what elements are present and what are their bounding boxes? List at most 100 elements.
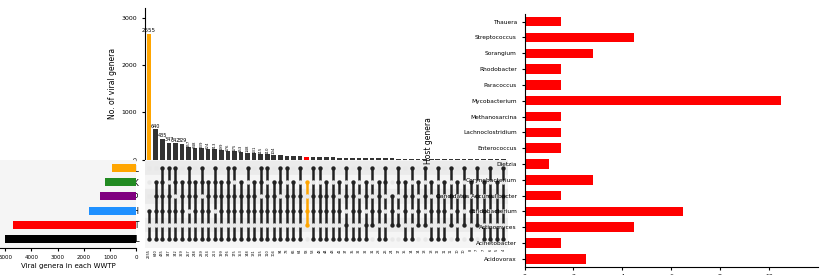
Point xyxy=(378,166,392,170)
Bar xyxy=(219,150,224,159)
Point xyxy=(320,222,333,227)
Point xyxy=(254,222,268,227)
Point xyxy=(313,237,326,241)
Point xyxy=(346,194,359,199)
Point xyxy=(202,180,215,185)
Bar xyxy=(13,221,136,229)
Point xyxy=(378,222,392,227)
Bar xyxy=(525,207,683,216)
Point xyxy=(287,166,300,170)
Bar xyxy=(488,159,492,160)
Point xyxy=(484,237,497,241)
Point xyxy=(418,237,431,241)
Point xyxy=(254,180,268,185)
Point xyxy=(496,194,510,199)
Point xyxy=(490,208,503,213)
Bar xyxy=(415,159,420,160)
Point xyxy=(175,180,188,185)
Bar xyxy=(145,175,508,189)
Point xyxy=(484,180,497,185)
Bar xyxy=(186,147,191,160)
Point xyxy=(431,194,444,199)
Point xyxy=(320,208,333,213)
Y-axis label: No. of viral genera: No. of viral genera xyxy=(108,48,117,119)
Bar xyxy=(383,158,387,159)
Bar xyxy=(435,159,440,160)
Point xyxy=(162,237,175,241)
Bar xyxy=(173,143,178,160)
Point xyxy=(228,222,241,227)
Point xyxy=(228,194,241,199)
Point xyxy=(326,166,339,170)
Point xyxy=(444,166,458,170)
Point xyxy=(339,166,353,170)
Point xyxy=(261,237,274,241)
Text: 175: 175 xyxy=(232,144,236,151)
Point xyxy=(169,237,182,241)
Point xyxy=(359,237,373,241)
Point xyxy=(425,194,438,199)
Point xyxy=(221,180,235,185)
Point xyxy=(373,180,386,185)
Text: 153: 153 xyxy=(239,145,243,152)
Text: 176: 176 xyxy=(225,144,230,151)
Point xyxy=(490,237,503,241)
Bar xyxy=(525,222,634,232)
Point xyxy=(188,166,202,170)
Point xyxy=(313,222,326,227)
Bar xyxy=(525,144,561,153)
Bar xyxy=(482,159,486,160)
Bar xyxy=(350,158,355,160)
Point xyxy=(208,237,221,241)
Bar xyxy=(525,64,561,74)
Bar xyxy=(212,149,217,160)
Point xyxy=(418,222,431,227)
Point xyxy=(418,166,431,170)
Point xyxy=(484,222,497,227)
Point xyxy=(235,194,248,199)
Point xyxy=(182,208,195,213)
Point xyxy=(195,208,208,213)
Y-axis label: Host genera: Host genera xyxy=(424,117,433,164)
Text: 257: 257 xyxy=(187,140,191,147)
Point xyxy=(471,222,484,227)
Bar xyxy=(525,49,593,58)
Point xyxy=(320,194,333,199)
Point xyxy=(248,166,261,170)
Bar xyxy=(199,148,204,160)
Point xyxy=(235,180,248,185)
Bar xyxy=(422,159,427,160)
Point xyxy=(398,222,411,227)
Text: 248: 248 xyxy=(193,140,197,148)
Point xyxy=(228,237,241,241)
Point xyxy=(313,166,326,170)
Text: 329: 329 xyxy=(178,138,187,143)
Point xyxy=(261,222,274,227)
Point xyxy=(366,166,379,170)
Point xyxy=(273,194,287,199)
Point xyxy=(385,166,398,170)
Point xyxy=(438,194,451,199)
Point xyxy=(280,180,293,185)
Bar xyxy=(145,161,508,175)
Point xyxy=(398,166,411,170)
Point xyxy=(398,180,411,185)
Point xyxy=(326,180,339,185)
Point xyxy=(169,194,182,199)
Point xyxy=(490,180,503,185)
Point xyxy=(162,208,175,213)
Point xyxy=(300,194,313,199)
Point xyxy=(188,208,202,213)
Bar xyxy=(525,128,561,137)
Point xyxy=(261,208,274,213)
Point xyxy=(162,222,175,227)
Point xyxy=(438,237,451,241)
Point xyxy=(438,222,451,227)
Point xyxy=(366,194,379,199)
Point xyxy=(215,194,228,199)
Point xyxy=(248,194,261,199)
Point xyxy=(471,194,484,199)
Point xyxy=(254,237,268,241)
Point xyxy=(392,180,405,185)
Point xyxy=(182,166,195,170)
